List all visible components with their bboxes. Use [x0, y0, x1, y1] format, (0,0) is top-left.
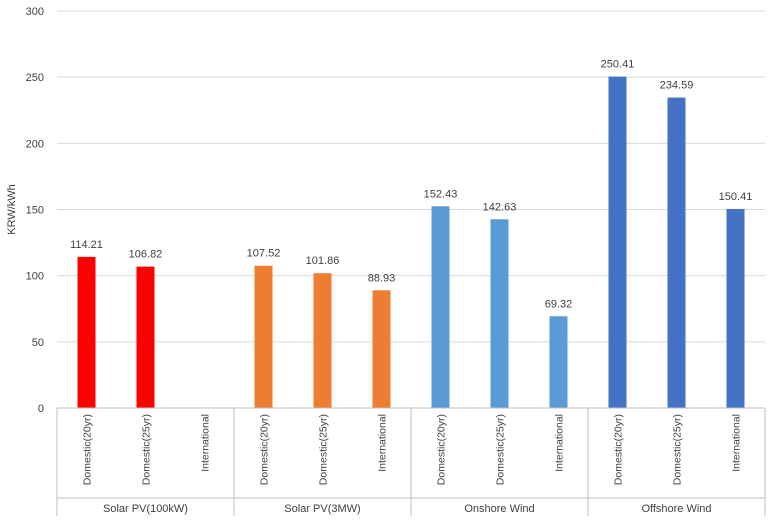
- y-tick-label: 300: [26, 6, 44, 18]
- data-label: 114.21: [70, 239, 103, 251]
- x-tick-label: International: [554, 414, 566, 472]
- bar: [549, 316, 568, 408]
- bar: [136, 266, 155, 408]
- x-tick-label: Domestic(20yr): [259, 414, 271, 485]
- x-tick-label: International: [377, 414, 389, 472]
- bar: [431, 206, 450, 408]
- value-labels: 114.21 106.82 107.52 101.86 88.93 152.43 142.6…: [70, 59, 752, 311]
- x-tick-label: Domestic(25yr): [672, 414, 684, 485]
- data-label: 152.43: [424, 188, 458, 200]
- x-tick-label: International: [200, 414, 212, 472]
- x-axis-group-labels: Solar PV(100kW) Solar PV(3MW) Onshore Wind…: [103, 503, 712, 515]
- data-label: 106.82: [129, 249, 163, 261]
- x-axis-separators: [56, 407, 766, 516]
- y-tick-label: 200: [26, 138, 44, 150]
- x-tick-label: Domestic(25yr): [318, 414, 330, 485]
- y-tick-label: 150: [26, 205, 44, 217]
- bar: [608, 76, 627, 409]
- x-group-label: Solar PV(3MW): [284, 503, 360, 515]
- y-tick-label: 250: [26, 72, 44, 84]
- y-tick-label: 100: [26, 271, 44, 283]
- data-label: 101.86: [306, 255, 340, 267]
- bar: [313, 273, 332, 408]
- data-label: 250.41: [601, 59, 635, 71]
- data-label: 234.59: [660, 80, 694, 92]
- y-axis-label: KRW/kWh: [6, 184, 18, 235]
- x-tick-label: Domestic(25yr): [495, 414, 507, 485]
- x-tick-label: Domestic(25yr): [141, 414, 153, 485]
- bar: [667, 97, 686, 408]
- bar: [254, 265, 273, 408]
- gridlines: [57, 10, 765, 409]
- bar: [490, 219, 509, 408]
- x-tick-label: Domestic(20yr): [613, 414, 625, 485]
- bars: [77, 76, 745, 409]
- data-label: 88.93: [368, 272, 396, 284]
- data-label: 107.52: [247, 248, 281, 260]
- data-label: 150.41: [719, 191, 753, 203]
- data-label: 142.63: [483, 201, 517, 213]
- y-tick-label: 50: [32, 337, 44, 349]
- y-axis-ticks: 0 50 100 150 200 250 300: [26, 6, 44, 415]
- bar: [372, 290, 391, 408]
- x-tick-label: Domestic(20yr): [436, 414, 448, 485]
- y-tick-label: 0: [38, 403, 44, 415]
- bar: [726, 208, 745, 408]
- x-group-label: Onshore Wind: [464, 503, 534, 515]
- x-axis-category-labels: Domestic(20yr) Domestic(25yr) Internationa…: [82, 414, 743, 485]
- data-label: 69.32: [545, 298, 573, 310]
- x-tick-label: Domestic(20yr): [82, 414, 94, 485]
- x-group-label: Offshore Wind: [641, 503, 711, 515]
- bar: [77, 256, 96, 408]
- x-group-label: Solar PV(100kW): [103, 503, 188, 515]
- x-tick-label: International: [731, 414, 743, 472]
